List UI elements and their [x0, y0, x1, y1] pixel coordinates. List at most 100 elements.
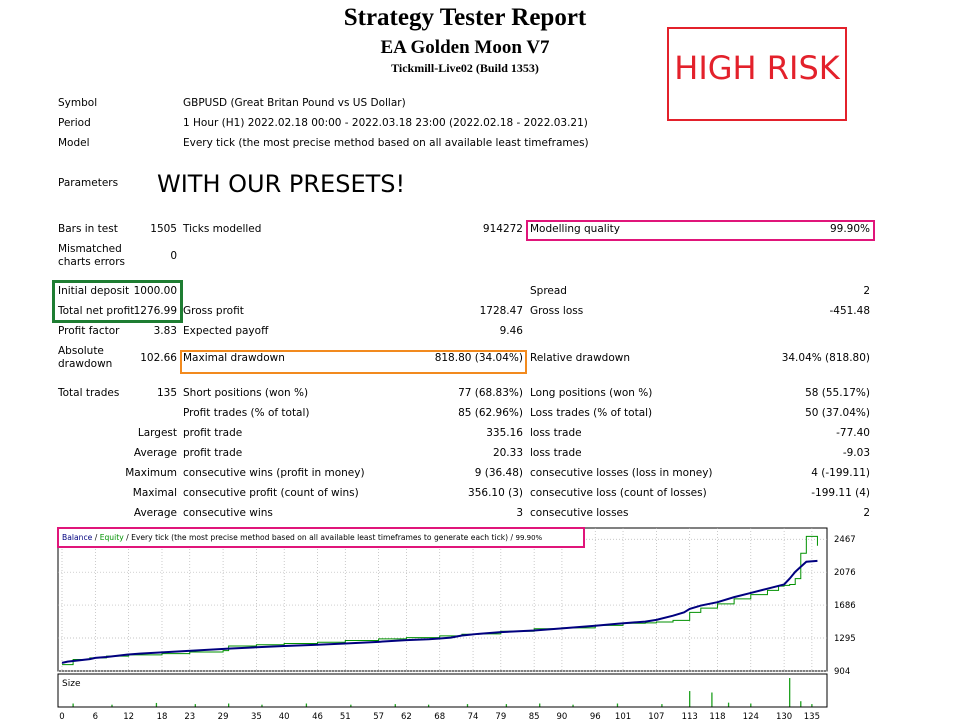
x-tick-label: 35	[251, 712, 262, 722]
x-tick-label: 57	[373, 712, 384, 722]
legend-model: Every tick (the most precise method base…	[131, 533, 508, 542]
symbol-value: GBPUSD (Great Britan Pound vs US Dollar)	[183, 97, 406, 109]
legend-quality: 99.90%	[516, 534, 543, 542]
x-tick-label: 46	[312, 712, 323, 722]
total-trades-value: 135	[156, 387, 177, 399]
report-title: Strategy Tester Report	[343, 4, 587, 31]
net-profit-value: 1276.99	[133, 305, 177, 317]
maximal-drawdown-label: Maximal drawdown	[183, 352, 285, 364]
gross-loss-value: -451.48	[829, 305, 870, 317]
largest-loss-label: loss trade	[530, 427, 582, 439]
server-build: Tickmill-Live02 (Build 1353)	[391, 61, 539, 75]
model-label: Model	[58, 137, 90, 149]
max-losses-value: 4 (-199.11)	[811, 467, 870, 479]
long-positions-label: Long positions (won %)	[530, 387, 653, 399]
average-loss-label: loss trade	[530, 447, 582, 459]
equity-line	[62, 535, 818, 666]
maximal-drawdown-value: 818.80 (34.04%)	[434, 352, 523, 364]
parameters-label: Parameters	[58, 177, 119, 189]
gross-profit-label: Gross profit	[183, 305, 244, 317]
y-tick-label: 1686	[834, 601, 856, 611]
x-tick-label: 18	[157, 712, 168, 722]
x-tick-label: 23	[184, 712, 195, 722]
profit-trades-value: 85 (62.96%)	[458, 407, 523, 419]
largest-profit-value: 335.16	[486, 427, 523, 439]
absolute-drawdown-label-1: Absolute	[58, 345, 104, 357]
quality-label: Modelling quality	[530, 223, 620, 235]
avg-losses-value: 2	[863, 507, 870, 519]
absolute-drawdown-label-2: drawdown	[58, 358, 113, 370]
x-tick-label: 85	[529, 712, 540, 722]
x-tick-label: 40	[279, 712, 290, 722]
ea-name: EA Golden Moon V7	[380, 37, 550, 58]
x-tick-label: 124	[743, 712, 759, 722]
spread-value: 2	[863, 285, 870, 297]
largest-profit-label: profit trade	[183, 427, 243, 439]
x-tick-label: 101	[615, 712, 631, 722]
max-wins-label: consecutive wins (profit in money)	[183, 467, 365, 479]
profit-factor-label: Profit factor	[58, 325, 120, 337]
maximum-label: Maximum	[125, 467, 177, 479]
y-tick-label: 1295	[834, 634, 856, 644]
x-tick-label: 74	[468, 712, 479, 722]
loss-trades-label: Loss trades (% of total)	[530, 407, 653, 419]
absolute-drawdown-value: 102.66	[140, 352, 177, 364]
deposit-value: 1000.00	[133, 285, 177, 297]
gross-loss-label: Gross loss	[530, 305, 584, 317]
profit-factor-value: 3.83	[153, 325, 177, 337]
x-tick-label: 107	[648, 712, 664, 722]
high-risk-label: HIGH RISK	[674, 49, 840, 87]
average-profit-value: 20.33	[492, 447, 523, 459]
high-risk-box	[667, 27, 847, 121]
legend-sep-2: /	[124, 533, 131, 542]
x-tick-label: 0	[59, 712, 64, 722]
size-label: Size	[62, 679, 81, 689]
model-value: Every tick (the most precise method base…	[183, 137, 589, 149]
maximal-profit-label: consecutive profit (count of wins)	[183, 487, 359, 499]
period-value: 1 Hour (H1) 2022.02.18 00:00 - 2022.03.1…	[183, 117, 588, 129]
x-tick-label: 135	[804, 712, 820, 722]
average-loss-value: -9.03	[842, 447, 870, 459]
x-tick-label: 130	[776, 712, 792, 722]
legend-highlight	[57, 527, 585, 548]
short-positions-label: Short positions (won %)	[183, 387, 309, 399]
expected-payoff-value: 9.46	[499, 325, 523, 337]
avg-wins-value: 3	[516, 507, 523, 519]
expected-payoff-label: Expected payoff	[183, 325, 269, 337]
x-tick-label: 113	[682, 712, 698, 722]
x-tick-label: 90	[557, 712, 568, 722]
x-tick-label: 79	[495, 712, 506, 722]
total-trades-label: Total trades	[58, 387, 120, 399]
mismatch-label-1: Mismatched	[58, 243, 122, 255]
bars-value: 1505	[150, 223, 177, 235]
maximal-loss-label: consecutive loss (count of losses)	[530, 487, 707, 499]
max-losses-label: consecutive losses (loss in money)	[530, 467, 713, 479]
legend-equity: Equity	[100, 533, 125, 542]
balance-line	[61, 559, 818, 664]
symbol-label: Symbol	[58, 97, 98, 109]
average-profit-label: profit trade	[183, 447, 243, 459]
balance-equity-chart: Size 904 1295 1686 2076 2467 0 6 12 18 23 29 35 40 4…	[57, 527, 856, 722]
ticks-label: Ticks modelled	[183, 223, 262, 235]
y-tick-label: 2076	[834, 568, 856, 578]
bars-label: Bars in test	[58, 223, 118, 235]
x-tick-label: 51	[340, 712, 351, 722]
size-panel-frame	[57, 673, 828, 708]
x-tick-label: 118	[709, 712, 725, 722]
x-tick-label: 96	[590, 712, 601, 722]
net-profit-label: Total net profit	[58, 305, 135, 317]
x-tick-label: 6	[93, 712, 98, 722]
quality-highlight	[526, 220, 875, 241]
x-tick-label: 68	[434, 712, 445, 722]
mismatch-value: 0	[170, 250, 177, 262]
legend-sep-3: /	[508, 533, 515, 542]
maximal-loss-value: -199.11 (4)	[811, 487, 870, 499]
quality-value: 99.90%	[829, 223, 870, 235]
long-positions-value: 58 (55.17%)	[805, 387, 870, 399]
legend-balance: Balance	[62, 533, 93, 542]
y-tick-label: 904	[834, 667, 850, 677]
period-label: Period	[58, 117, 91, 129]
gross-profit-value: 1728.47	[479, 305, 523, 317]
maximal-profit-value: 356.10 (3)	[468, 487, 523, 499]
relative-drawdown-value: 34.04% (818.80)	[781, 352, 870, 364]
